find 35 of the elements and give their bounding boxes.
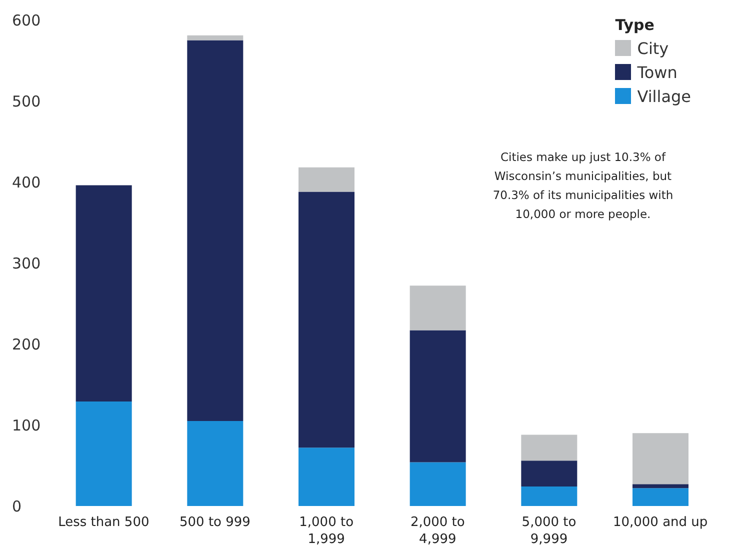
y-tick-label: 200 [12,335,41,354]
legend-label: City [636,38,670,60]
bar [410,462,466,506]
x-tick-label: 1,000 to 1,999 [299,515,354,547]
bar [76,402,132,506]
bar [298,192,354,448]
bar [632,433,688,484]
y-tick-label: 300 [12,254,41,272]
bar [298,448,354,506]
bar [187,35,244,40]
bar [632,488,688,506]
x-tick-label: 10,000 and up [612,515,708,530]
y-tick-label: 400 [12,173,41,192]
x-tick-label: 500 to 999 [180,515,250,530]
bar [410,286,466,330]
legend-label: Village [636,86,691,108]
legend-title: Type [615,16,656,34]
x-tick-label: 2,000 to 4,999 [410,515,465,547]
y-tick-label: 600 [12,11,41,30]
annotation: Cities make up just 10.3% of Wisconsin’s municipalities, but 70.3% of its municipalities with 10,000 or more people. [492,149,674,223]
bar [521,486,578,506]
bar [521,434,578,461]
bar [76,185,132,402]
bar [187,420,244,506]
bar [521,460,578,487]
bar [410,330,466,462]
y-tick-label: 500 [12,92,41,110]
y-tick-label: 0 [12,497,22,516]
bar [187,40,244,421]
bar [298,167,354,192]
y-tick-label: 100 [12,416,41,434]
legend-label: Town [636,62,678,84]
bar [632,484,688,488]
x-tick-label: 5,000 to 9,999 [522,515,576,547]
x-tick-label: Less than 500 [58,515,150,530]
